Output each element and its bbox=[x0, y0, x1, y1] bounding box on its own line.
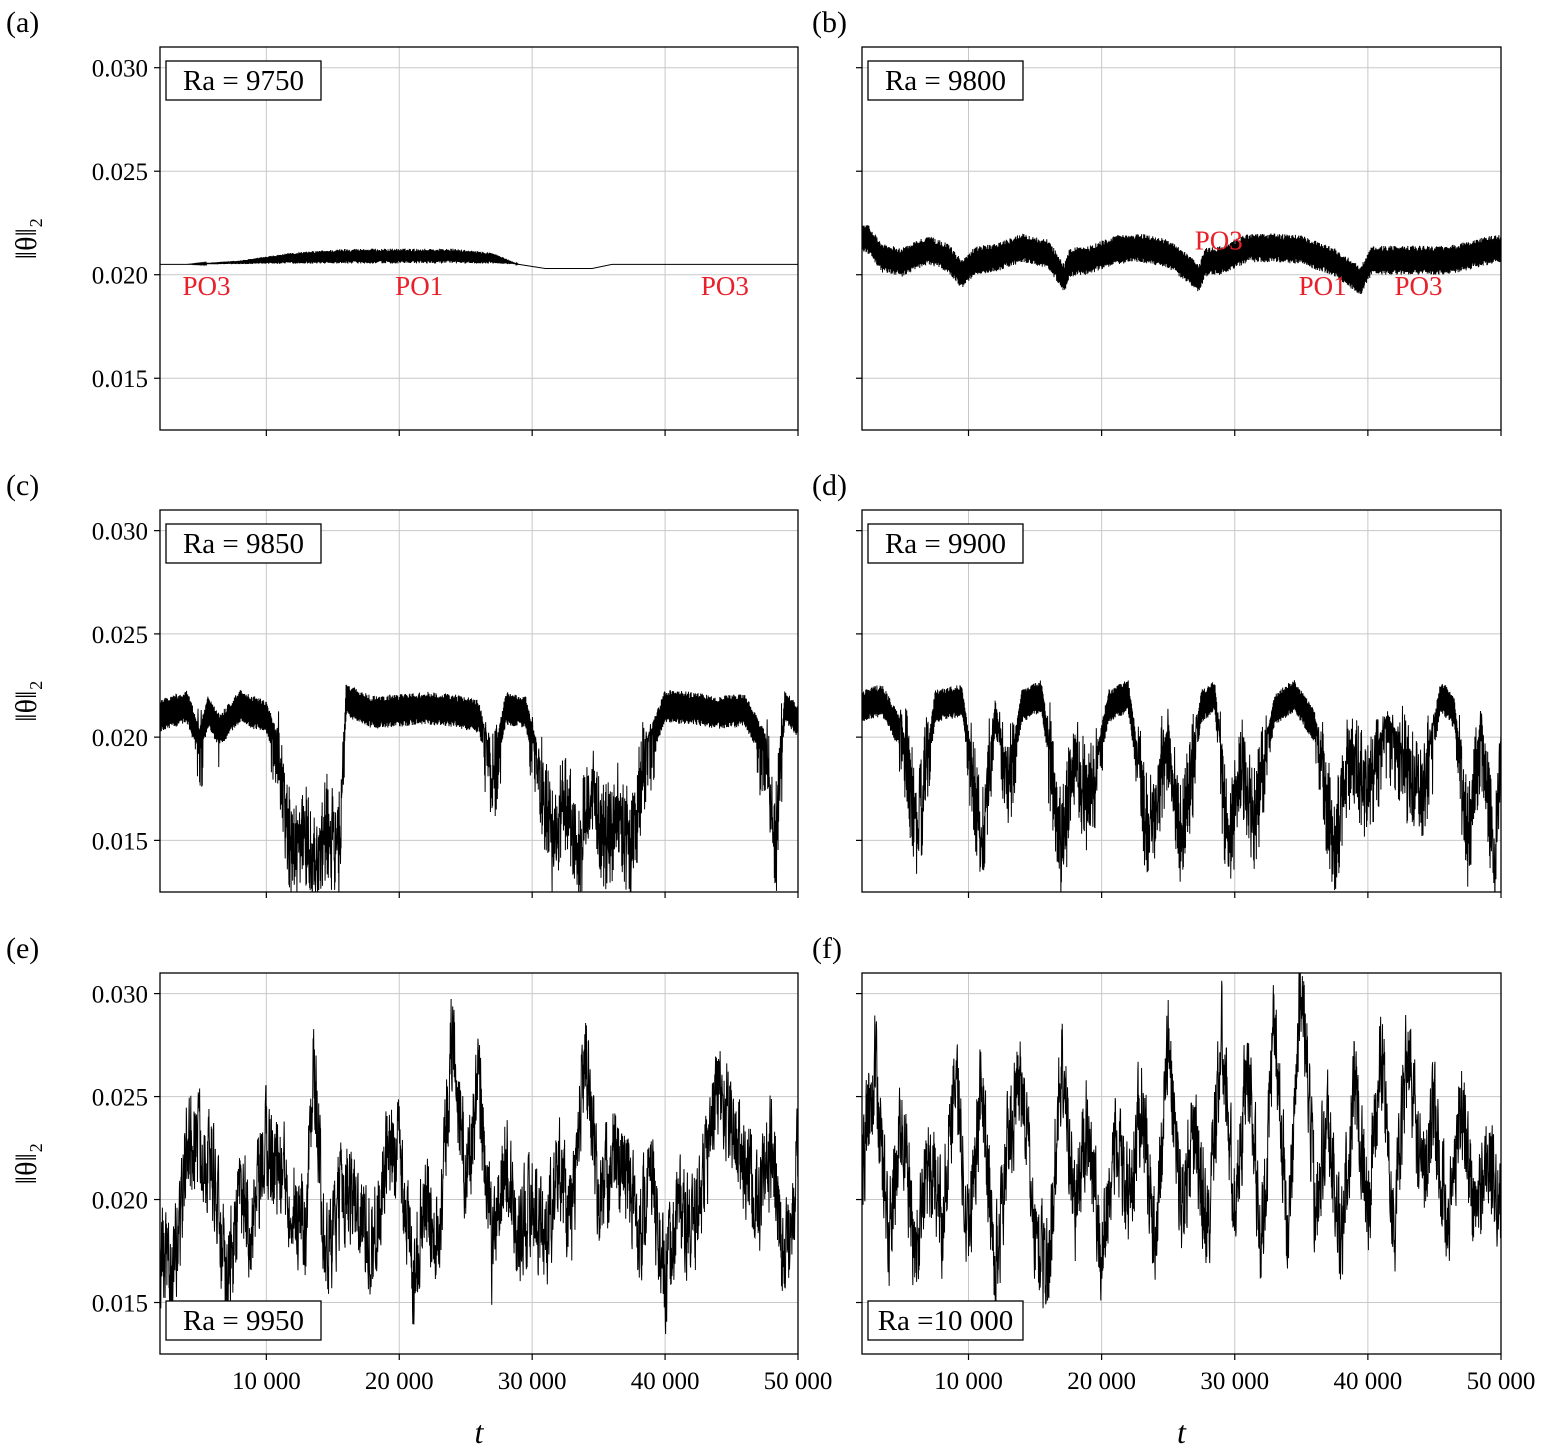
plot-frame bbox=[861, 46, 1502, 431]
state-annotation: PO3 bbox=[1195, 226, 1243, 256]
ra-label: Ra = 9850 bbox=[183, 528, 304, 560]
x-tick-label: 50 000 bbox=[764, 1368, 833, 1395]
series-trace bbox=[862, 973, 1501, 1315]
plot-frame bbox=[159, 46, 799, 431]
panel-e: 0.015 0.020 0.025 0.030 10 000 20 000 30 000 40… bbox=[6, 932, 832, 1450]
y-tick-label: 0.015 bbox=[92, 1291, 148, 1318]
series-trace bbox=[862, 225, 1501, 295]
y-tick-label: 0.025 bbox=[92, 159, 148, 186]
x-tick-label: 10 000 bbox=[232, 1368, 301, 1395]
panel-label: (a) bbox=[6, 6, 39, 39]
x-tick-label: 50 000 bbox=[1467, 1368, 1536, 1395]
series-trace bbox=[160, 248, 798, 270]
x-axis-label: t bbox=[475, 1414, 485, 1450]
y-tick-label: 0.020 bbox=[92, 263, 148, 290]
ra-label-box bbox=[165, 1300, 322, 1341]
y-tick-label: 0.030 bbox=[92, 56, 148, 83]
panel-c: 0.015 0.020 0.025 0.030 (c) Ra = 9850 ‖θ‖₂ bbox=[6, 469, 799, 898]
state-annotation: PO1 bbox=[395, 271, 443, 301]
ra-label: Ra = 9950 bbox=[183, 1305, 304, 1337]
state-annotation: PO1 bbox=[1299, 271, 1347, 301]
y-axis-label: ‖θ‖₂ bbox=[10, 680, 43, 722]
ra-label-box bbox=[867, 523, 1024, 564]
panel-label: (c) bbox=[6, 469, 39, 502]
ra-label: Ra =10 000 bbox=[878, 1305, 1014, 1337]
x-tick-label: 40 000 bbox=[631, 1368, 700, 1395]
ra-label: Ra = 9750 bbox=[183, 65, 304, 97]
series-trace bbox=[862, 680, 1501, 892]
series-trace bbox=[160, 998, 798, 1335]
y-tick-label: 0.030 bbox=[92, 519, 148, 546]
panel-label: (f) bbox=[812, 932, 842, 965]
panel-d: (d) Ra = 9900 bbox=[812, 469, 1502, 898]
plot-frame bbox=[159, 972, 799, 1355]
x-tick-label: 40 000 bbox=[1334, 1368, 1403, 1395]
plot-frame bbox=[159, 509, 799, 893]
plot-frame bbox=[861, 509, 1502, 893]
y-tick-label: 0.020 bbox=[92, 1188, 148, 1215]
state-annotation: PO3 bbox=[1394, 271, 1442, 301]
ra-label-box bbox=[165, 60, 322, 101]
y-tick-label: 0.025 bbox=[92, 1085, 148, 1112]
state-annotation: PO3 bbox=[183, 271, 231, 301]
state-annotation: PO3 bbox=[701, 271, 749, 301]
y-tick-label: 0.020 bbox=[92, 725, 148, 752]
x-tick-label: 10 000 bbox=[934, 1368, 1003, 1395]
panel-label: (e) bbox=[6, 932, 39, 965]
y-axis-label: ‖θ‖₂ bbox=[10, 1143, 43, 1185]
ra-label-box bbox=[867, 60, 1024, 101]
ra-label-box bbox=[867, 1300, 1024, 1341]
panel-label: (d) bbox=[812, 469, 847, 502]
x-tick-label: 20 000 bbox=[365, 1368, 434, 1395]
ra-label-box bbox=[165, 523, 322, 564]
x-tick-label: 20 000 bbox=[1067, 1368, 1136, 1395]
panel-label: (b) bbox=[812, 6, 847, 39]
y-tick-label: 0.025 bbox=[92, 622, 148, 649]
y-axis-label: ‖θ‖₂ bbox=[10, 218, 43, 260]
ra-label: Ra = 9800 bbox=[885, 65, 1006, 97]
y-tick-label: 0.015 bbox=[92, 366, 148, 393]
y-tick-label: 0.030 bbox=[92, 982, 148, 1009]
plot-frame bbox=[861, 972, 1502, 1355]
ra-label: Ra = 9900 bbox=[885, 528, 1006, 560]
panel-a: 0.015 0.020 0.025 0.030 (a) Ra = 9750 PO3 PO1 PO… bbox=[6, 6, 799, 436]
panel-f: 10 000 20 000 30 000 40 000 50 000 (f) Ra =10 … bbox=[812, 932, 1535, 1450]
x-tick-label: 30 000 bbox=[498, 1368, 567, 1395]
panel-b: (b) Ra = 9800 PO3 PO1 PO3 bbox=[812, 6, 1502, 436]
x-tick-label: 30 000 bbox=[1200, 1368, 1269, 1395]
y-tick-label: 0.015 bbox=[92, 828, 148, 855]
x-axis-label: t bbox=[1177, 1414, 1187, 1450]
series-trace bbox=[160, 684, 798, 892]
